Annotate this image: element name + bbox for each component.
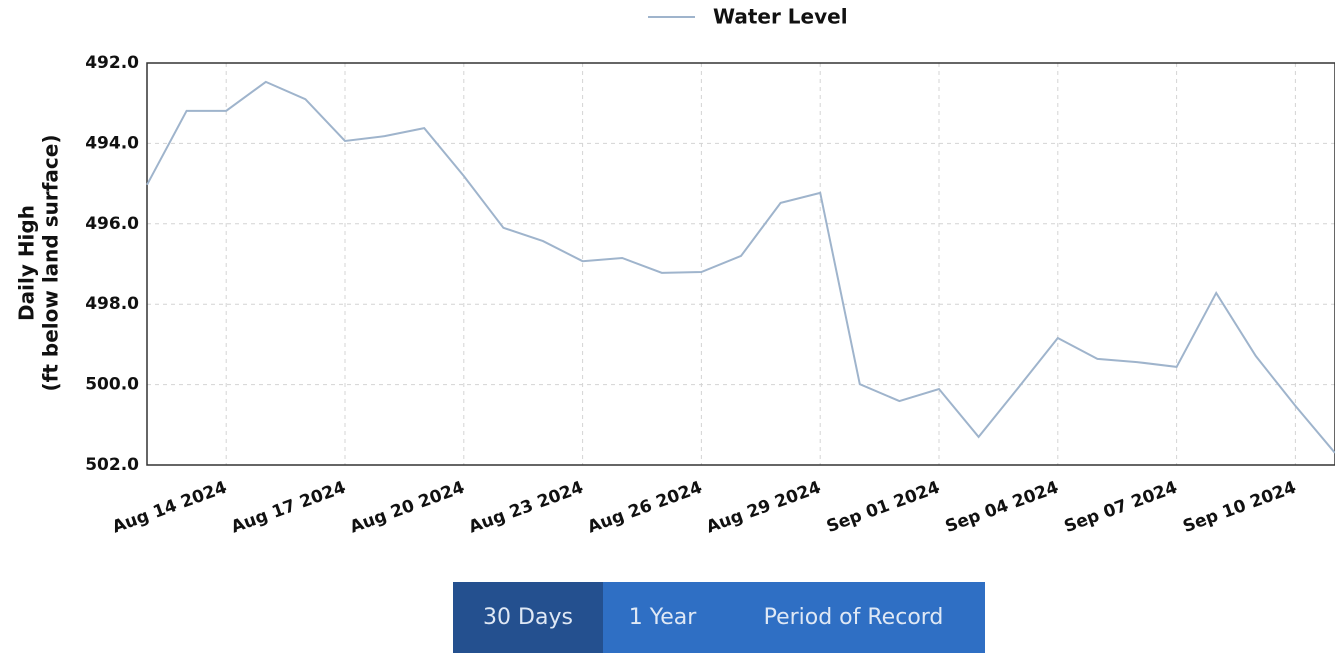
button-bg (453, 582, 603, 653)
button-bg (603, 582, 722, 653)
x-tick-label: Aug 17 2024 (229, 478, 349, 538)
button-label: 1 Year (629, 605, 698, 630)
range-button[interactable]: 30 Days (453, 582, 603, 653)
y-axis-label: Daily High (15, 205, 39, 321)
y-tick-label: 498.0 (85, 294, 139, 314)
button-label: Period of Record (764, 605, 944, 630)
y-tick-label: 492.0 (85, 53, 139, 73)
x-tick-label: Aug 26 2024 (585, 478, 705, 538)
x-tick-label: Aug 20 2024 (347, 478, 467, 538)
range-button[interactable]: 1 Year (603, 582, 722, 653)
x-tick-label: Aug 14 2024 (110, 478, 230, 538)
y-tick-label: 500.0 (85, 375, 139, 395)
x-tick-label: Sep 07 2024 (1062, 478, 1181, 537)
x-tick-label: Sep 01 2024 (824, 478, 943, 537)
range-button[interactable]: Period of Record (722, 582, 985, 653)
x-tick-label: Aug 23 2024 (466, 478, 586, 538)
legend-label: Water Level (713, 5, 848, 29)
x-tick-label: Sep 04 2024 (943, 478, 1062, 537)
y-axis-label: (ft below land surface) (39, 135, 63, 392)
x-tick-label: Sep 10 2024 (1180, 478, 1299, 537)
y-tick-label: 502.0 (85, 455, 139, 475)
data-line (146, 80, 1335, 454)
button-label: 30 Days (483, 605, 573, 630)
x-tick-label: Aug 29 2024 (704, 478, 824, 538)
button-bg (722, 582, 985, 653)
plot-frame (146, 62, 1335, 466)
y-tick-label: 494.0 (85, 133, 139, 153)
y-tick-label: 496.0 (85, 214, 139, 234)
